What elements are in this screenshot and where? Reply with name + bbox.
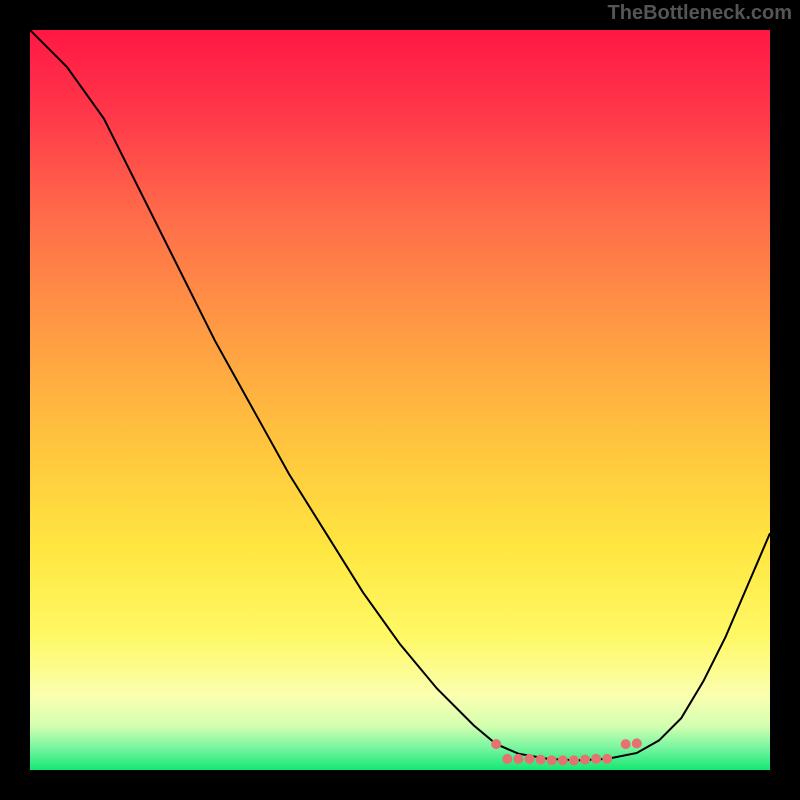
curve-marker: [602, 754, 612, 764]
curve-marker: [558, 755, 568, 765]
bottleneck-curve: [30, 30, 770, 760]
curve-marker: [525, 754, 535, 764]
curve-marker: [502, 754, 512, 764]
curve-marker: [580, 755, 590, 765]
curve-marker: [569, 755, 579, 765]
curve-marker: [536, 755, 546, 765]
curve-marker: [591, 754, 601, 764]
curve-layer: [30, 30, 770, 770]
watermark-text: TheBottleneck.com: [608, 2, 792, 25]
curve-marker: [632, 738, 642, 748]
curve-marker: [491, 739, 501, 749]
curve-marker: [513, 754, 523, 764]
chart-area: [30, 30, 770, 770]
curve-marker: [621, 739, 631, 749]
curve-marker: [547, 755, 557, 765]
